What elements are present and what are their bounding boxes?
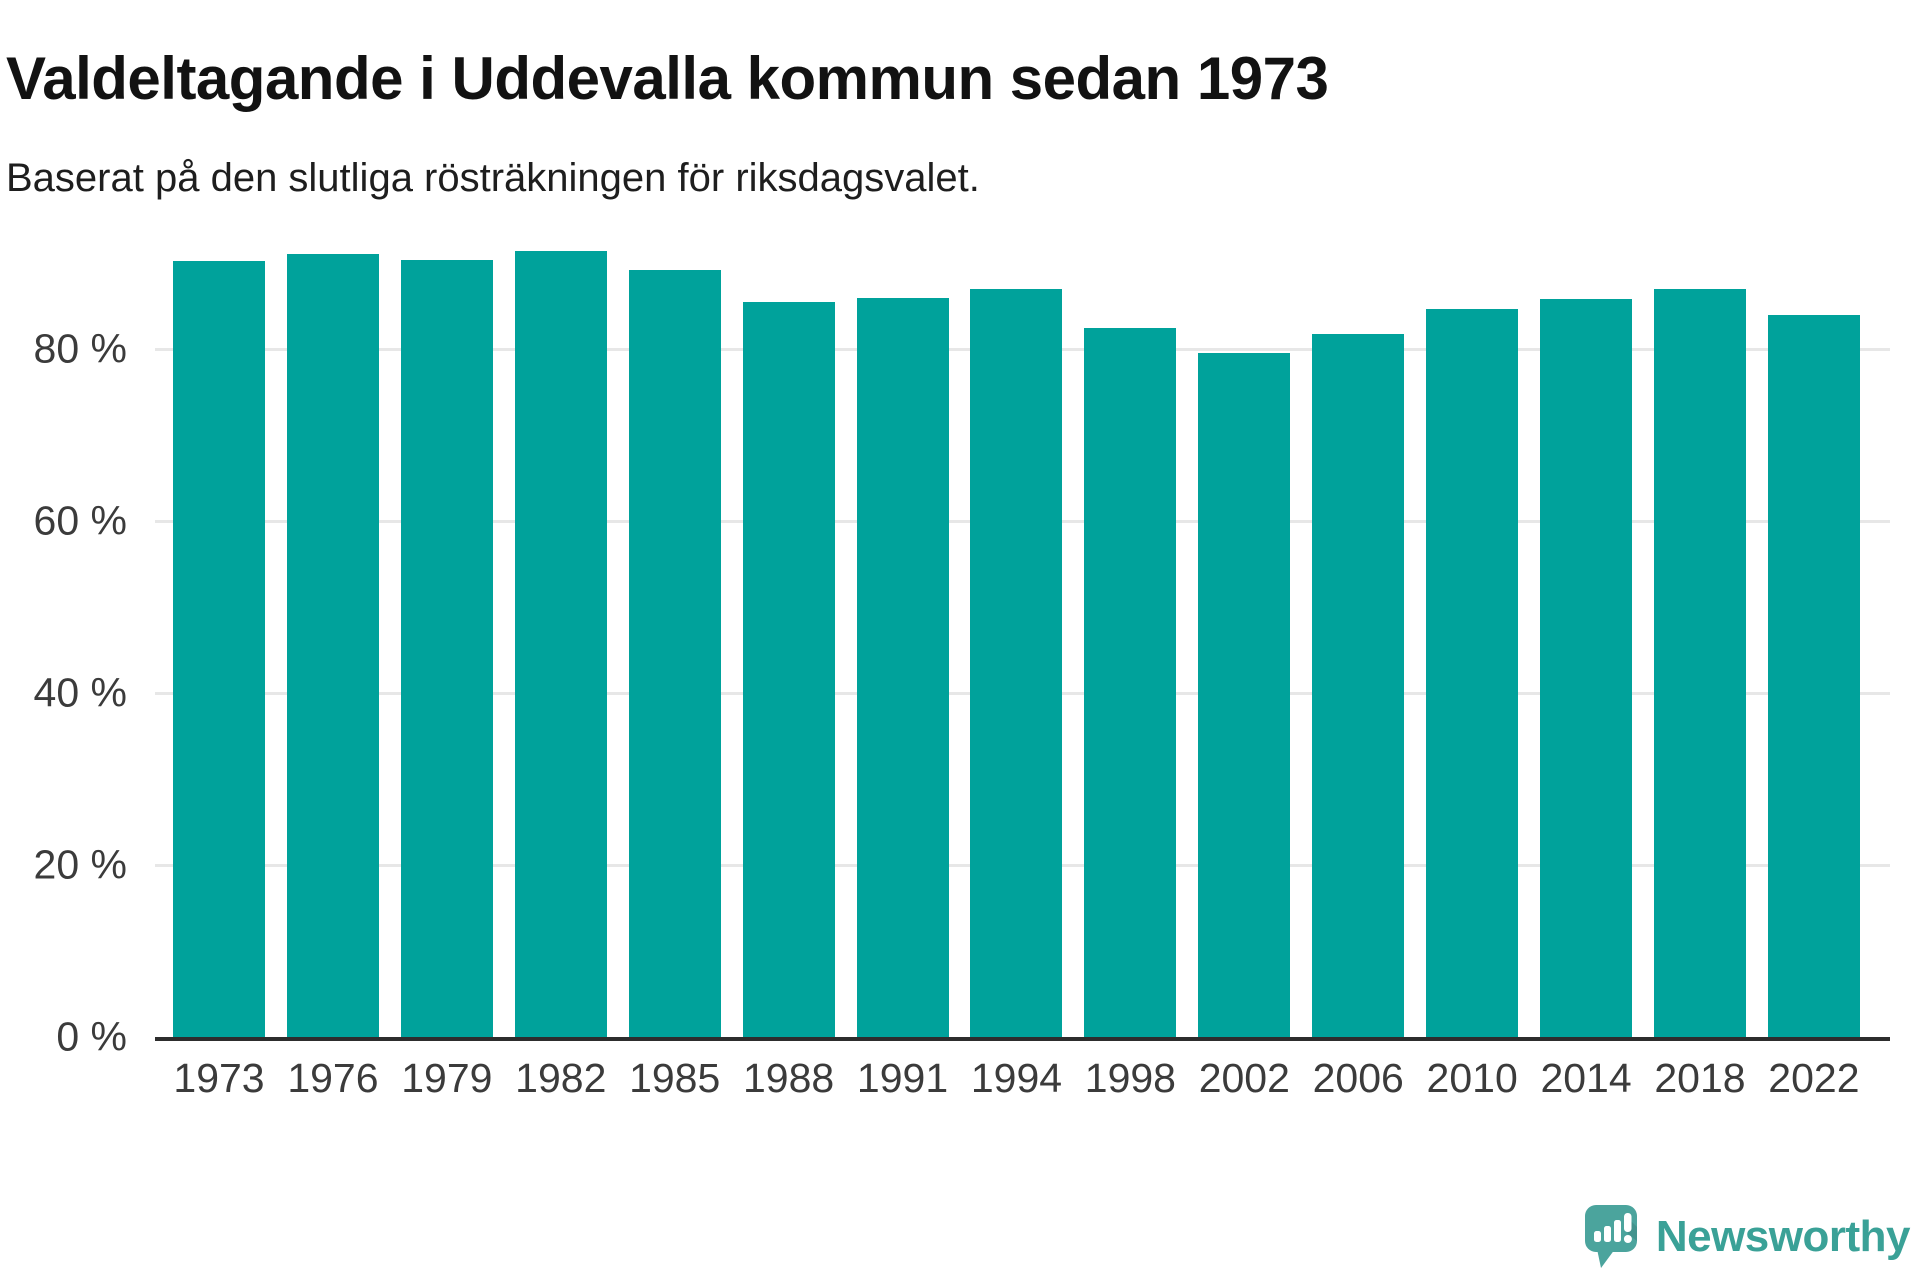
x-tick-label-2022: 2022 [1768,1055,1860,1101]
bar-group-1988: 1988 [742,177,835,1101]
newsworthy-logo-text: Newsworthy [1655,1212,1911,1261]
y-tick-label-80: 80 % [33,325,127,372]
chart-title: Valdeltagande i Uddevalla kommun sedan 1… [6,45,1329,113]
x-tick-label-1988: 1988 [743,1055,835,1101]
bar-group-1973: 1973 [173,177,265,1101]
x-tick-label-1973: 1973 [173,1055,265,1101]
bar-1976 [286,254,379,1037]
bar-1979 [400,259,493,1037]
bar-group-1994: 1994 [970,177,1063,1101]
x-tick-label-2010: 2010 [1426,1055,1518,1101]
plot-area: 0 % 20 % 40 % 60 % 80 % 1973 1976 1979 1982 1985 1… [34,177,1890,1101]
bar-group-1982: 1982 [514,177,607,1101]
y-tick-label-0: 0 % [56,1013,127,1060]
x-tick-label-1979: 1979 [401,1055,493,1101]
x-tick-label-1991: 1991 [856,1055,949,1101]
bar-2014 [1540,299,1633,1037]
bar-1998 [1084,328,1177,1037]
x-tick-label-1994: 1994 [970,1055,1063,1101]
y-tick-label-20: 20 % [33,841,127,888]
bar-2010 [1426,308,1519,1037]
x-axis-line [155,1037,1890,1041]
bar-2002 [1198,353,1291,1037]
y-tick-label-60: 60 % [33,497,127,544]
bar-1994 [970,288,1063,1037]
x-tick-label-2014: 2014 [1540,1055,1632,1101]
bar-group-2014: 2014 [1540,177,1633,1101]
bar-group-1985: 1985 [628,177,721,1101]
bar-group-2002: 2002 [1198,177,1291,1101]
bar-group-1998: 1998 [1084,177,1177,1101]
newsworthy-logo-icon [1584,1205,1637,1268]
bar-group-2010: 2010 [1426,177,1519,1101]
bar-1985 [628,269,721,1037]
x-tick-label-2006: 2006 [1312,1055,1404,1101]
x-tick-label-1982: 1982 [515,1055,607,1101]
x-tick-label-2018: 2018 [1654,1055,1746,1101]
bar-1988 [742,301,835,1037]
x-tick-label-1998: 1998 [1084,1055,1176,1101]
bar-group-2022: 2022 [1767,177,1860,1101]
x-tick-label-1976: 1976 [287,1055,379,1101]
bar-2006 [1312,333,1405,1037]
bars-container: 1973 1976 1979 1982 1985 1988 1991 1994 1998 2002… [173,177,1860,1101]
bar-group-1991: 1991 [856,177,949,1101]
x-tick-label-1985: 1985 [629,1055,721,1101]
y-tick-label-40: 40 % [33,669,127,716]
bar-group-2006: 2006 [1312,177,1405,1101]
chart-subtitle: Baserat på den slutliga rösträkningen fö… [6,156,980,200]
bar-group-1979: 1979 [400,177,493,1101]
bar-group-1976: 1976 [286,177,379,1101]
branding: Newsworthy [1584,1204,1911,1270]
bar-1991 [856,298,949,1037]
x-tick-label-2002: 2002 [1198,1055,1290,1101]
bar-2018 [1653,288,1746,1037]
bar-1982 [514,250,607,1037]
bar-group-2018: 2018 [1653,177,1746,1101]
bar-2022 [1767,314,1860,1037]
bar-1973 [173,261,265,1037]
